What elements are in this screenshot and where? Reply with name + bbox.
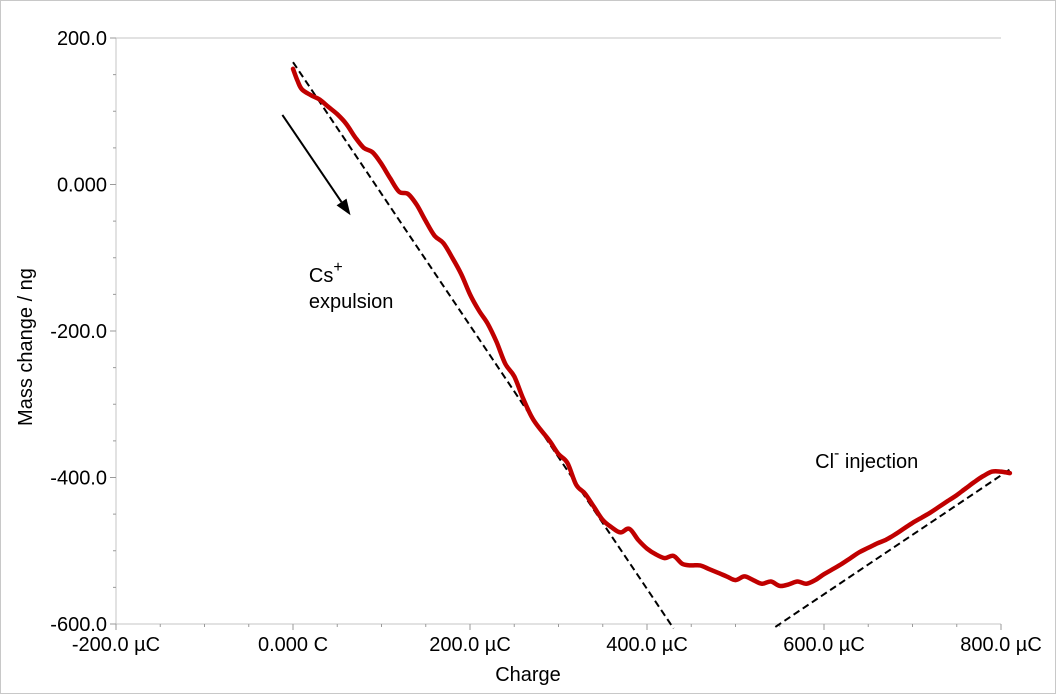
fit-line-2 (774, 468, 1011, 628)
annotation-cs-main: Cs (309, 265, 333, 287)
y-tick-label: 200.0 (57, 28, 107, 50)
annotation-cl-sup: - (834, 445, 839, 462)
annotation-cs-sup: + (333, 259, 342, 276)
annotation-cl-rest: injection (839, 451, 918, 473)
annotation-cl-main: Cl (815, 451, 834, 473)
x-tick-label: 400.0 µC (606, 634, 688, 656)
series-line-1 (290, 66, 1013, 589)
annotation-arrow (281, 114, 351, 216)
annotation-cs-expulsion: Cs+ expulsion (309, 255, 394, 313)
x-tick-label: 200.0 µC (429, 634, 511, 656)
arrow-head (336, 198, 351, 216)
axes (115, 37, 1001, 625)
x-tick-label: 600.0 µC (783, 634, 865, 656)
x-tick-label: 800.0 µC (960, 634, 1042, 656)
fit-lines (292, 61, 1011, 629)
fit-line-1 (292, 61, 675, 629)
y-tick-label: -200.0 (50, 321, 107, 343)
y-tick-label: -600.0 (50, 614, 107, 636)
tick-marks (110, 37, 1002, 630)
arrow-shaft (281, 114, 343, 203)
annotation-cl-injection: Cl- injection (815, 445, 918, 473)
annotation-cs-second-line: expulsion (309, 291, 394, 313)
x-axis-label: Charge (495, 664, 561, 686)
y-tick-label: 0.000 (57, 175, 107, 197)
y-tick-label: -400.0 (50, 468, 107, 490)
data-series (290, 66, 1013, 589)
tick-labels: 200.00.000-200.0-400.0-600.0-200.0 µC 0.0… (50, 28, 1042, 656)
x-tick-label: 0.000 C (258, 634, 328, 656)
x-tick-label: -200.0 µC (72, 634, 160, 656)
y-axis-label: Mass change / ng (15, 268, 37, 426)
